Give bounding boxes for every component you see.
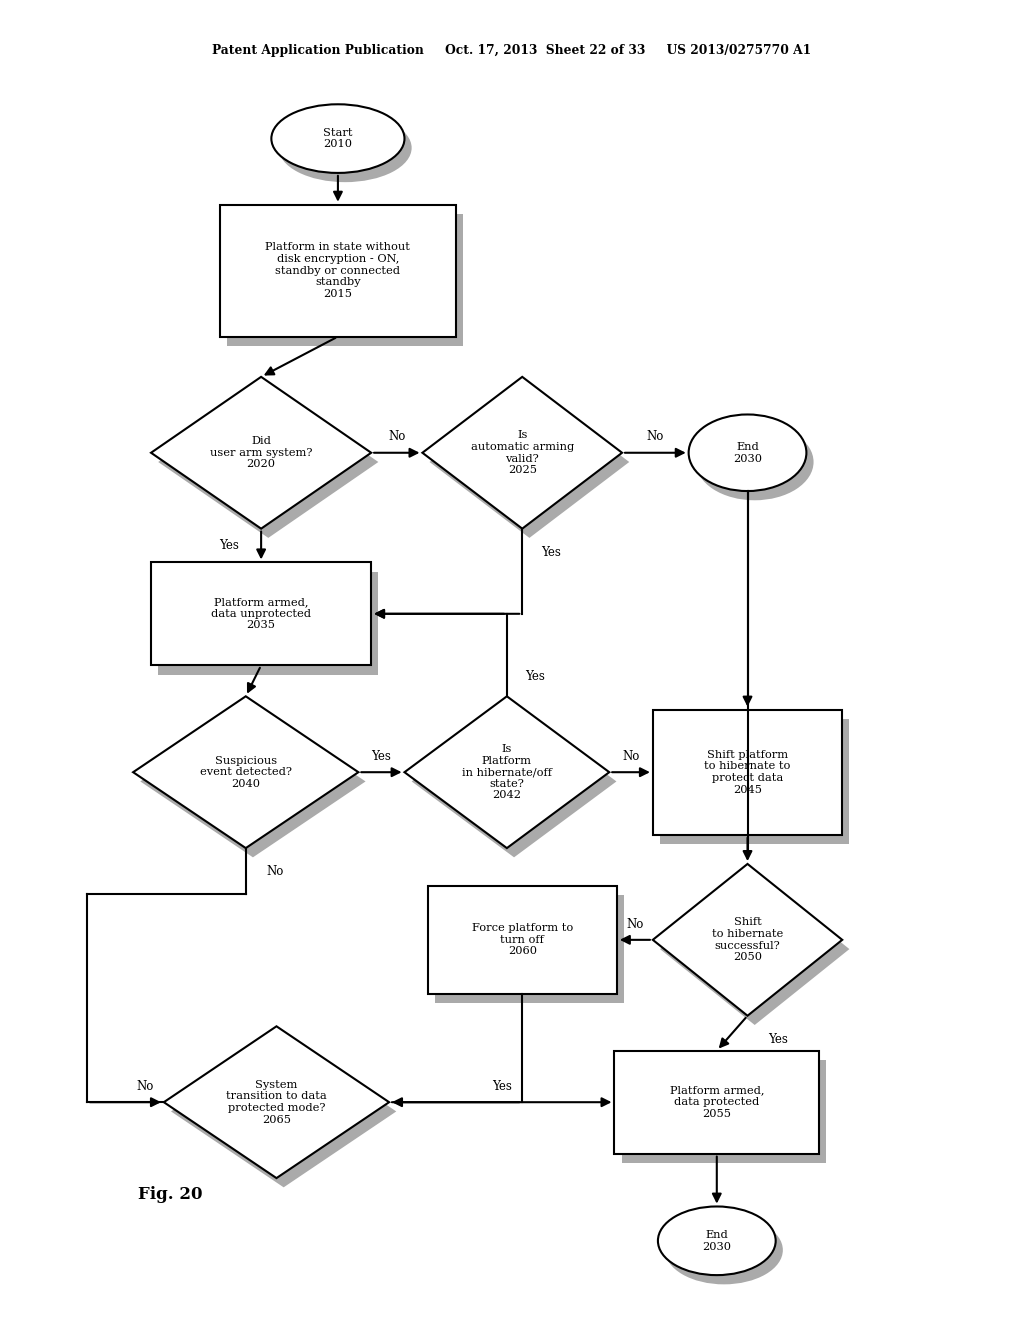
Ellipse shape [666,1216,782,1284]
Bar [653,710,842,836]
Text: Shift
to hibernate
successful?
2050: Shift to hibernate successful? 2050 [712,917,783,962]
Text: Did
user arm system?
2020: Did user arm system? 2020 [210,436,312,470]
Text: Platform armed,
data unprotected
2035: Platform armed, data unprotected 2035 [211,597,311,631]
Polygon shape [152,378,371,528]
Text: Start
2010: Start 2010 [324,128,352,149]
Text: No: No [627,917,643,931]
Text: No: No [623,750,640,763]
Bar [434,895,624,1003]
Text: Patent Application Publication     Oct. 17, 2013  Sheet 22 of 33     US 2013/027: Patent Application Publication Oct. 17, … [212,44,812,57]
Bar [614,1051,819,1154]
Ellipse shape [657,1206,776,1275]
Text: Is
automatic arming
valid?
2025: Is automatic arming valid? 2025 [471,430,573,475]
Text: Fig. 20: Fig. 20 [138,1187,203,1203]
Polygon shape [653,865,842,1016]
Text: No: No [647,430,664,444]
Ellipse shape [271,104,404,173]
Polygon shape [422,378,623,528]
Ellipse shape [279,114,412,182]
Text: No: No [266,866,284,878]
Bar [159,572,379,675]
Text: Force platform to
turn off
2060: Force platform to turn off 2060 [472,923,572,957]
Polygon shape [164,1027,389,1177]
Text: End
2030: End 2030 [702,1230,731,1251]
Ellipse shape [688,414,807,491]
Polygon shape [133,697,358,849]
Text: No: No [137,1080,154,1093]
Polygon shape [404,697,609,849]
Polygon shape [159,385,379,539]
Bar [622,1060,826,1163]
Text: Yes: Yes [768,1034,787,1045]
Text: Shift platform
to hibernate to
protect data
2045: Shift platform to hibernate to protect d… [705,750,791,795]
Text: Yes: Yes [219,539,239,552]
Text: Platform in state without
disk encryption - ON,
standby or connected
standby
201: Platform in state without disk encryptio… [265,243,411,298]
Polygon shape [140,706,366,858]
Text: No: No [388,430,406,444]
Text: Yes: Yes [541,546,560,558]
Text: Yes: Yes [372,750,391,763]
Bar [659,718,849,845]
Bar [227,214,463,346]
Text: Yes: Yes [492,1080,512,1093]
Bar [220,205,456,337]
Text: Suspicious
event detected?
2040: Suspicious event detected? 2040 [200,755,292,789]
Polygon shape [412,706,616,858]
Text: Yes: Yes [525,671,545,682]
Polygon shape [659,874,850,1024]
Text: System
transition to data
protected mode?
2065: System transition to data protected mode… [226,1080,327,1125]
Polygon shape [171,1035,396,1188]
Ellipse shape [696,424,813,500]
Bar [428,886,616,994]
Text: Is
Platform
in hibernate/off
state?
2042: Is Platform in hibernate/off state? 2042 [462,744,552,800]
Polygon shape [430,385,629,539]
Bar [152,562,372,665]
Text: End
2030: End 2030 [733,442,762,463]
Text: Platform armed,
data protected
2055: Platform armed, data protected 2055 [670,1085,764,1119]
